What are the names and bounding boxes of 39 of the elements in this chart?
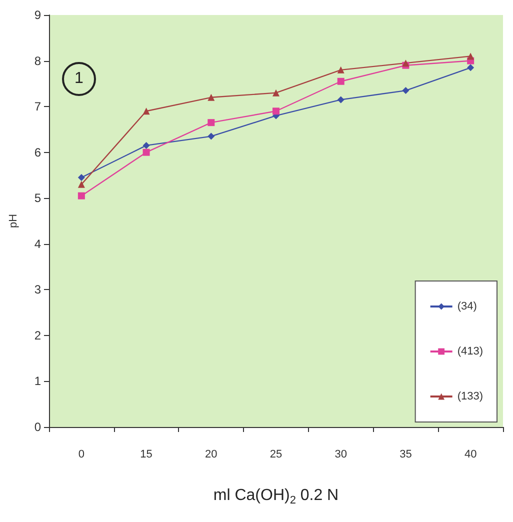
y-tick-label: 3 [34,282,42,297]
y-tick-label: 2 [34,328,42,342]
y-tick-label: 5 [34,191,42,206]
y-tick-label: 6 [34,145,42,160]
x-tick-label: 40 [464,448,477,460]
point [208,132,215,140]
y-tick-label: 1 [34,374,42,388]
point [272,108,280,115]
point [337,96,344,104]
point [402,87,410,94]
point [467,52,474,60]
x-tick-label: 15 [140,448,152,460]
point [142,142,150,149]
point [142,148,150,156]
y-tick-label: 0 [34,420,42,434]
y-tick-label: 4 [34,236,42,251]
x-tick-label: 0 [78,448,84,460]
x-tick-label: 25 [270,448,282,460]
x-tick-label: 20 [205,448,218,460]
point [208,119,215,126]
point [78,180,85,188]
legend-label: (133) [457,390,484,402]
point [142,108,150,115]
point [337,78,344,85]
x-tick-label: 30 [334,448,347,460]
x-tick-label: 35 [400,448,412,460]
y-tick-label: 8 [34,54,42,68]
point [208,94,215,101]
y-tick-label: 7 [34,100,42,114]
annotation: 1 [62,62,96,96]
legend-label: (413) [457,346,484,358]
point [78,192,85,200]
point [78,174,85,182]
legend-label: (34) [457,300,477,312]
y-tick-label: 9 [34,8,42,22]
point [337,66,344,74]
point [467,64,474,72]
point [272,89,280,96]
y-axis-title: pH [8,214,20,228]
